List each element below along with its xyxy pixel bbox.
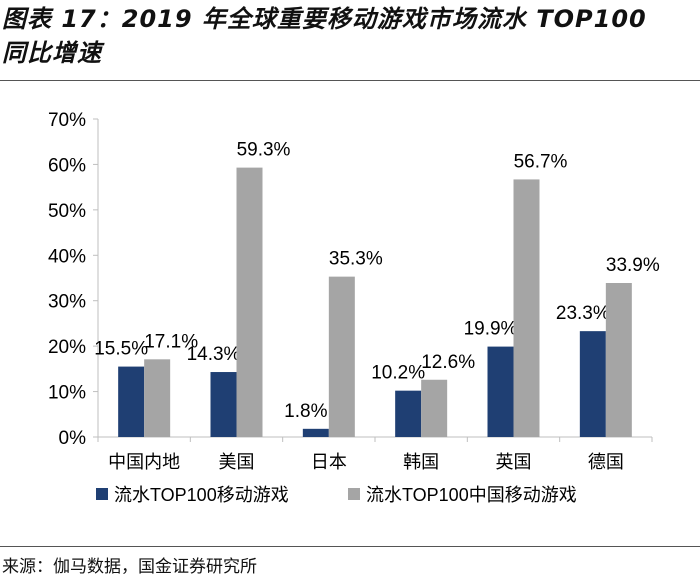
x-tick-label: 日本 [311, 452, 347, 472]
data-label: 12.6% [421, 352, 475, 373]
data-label: 33.9% [606, 255, 660, 276]
data-label: 10.2% [371, 363, 425, 384]
bar-top100-0 [118, 366, 145, 437]
data-label: 17.1% [144, 331, 198, 352]
bar-chart: 0% 10% 20% 30% 40% 50% 60% 70% 15.5%17.1% 中国内地 14.… [48, 110, 660, 505]
top-divider [0, 80, 700, 81]
data-label: 35.3% [329, 249, 383, 270]
data-label: 59.3% [237, 140, 291, 161]
data-label: 23.3% [556, 303, 610, 324]
y-tick-label: 50% [48, 201, 86, 222]
bar-top100-1 [210, 372, 237, 437]
y-tick-label: 30% [48, 292, 86, 313]
legend-label-2: 流水TOP100中国移动游戏 [366, 485, 577, 505]
legend-label-1: 流水TOP100移动游戏 [114, 485, 289, 505]
x-tick-label: 英国 [496, 452, 532, 472]
y-tick-label: 40% [48, 246, 86, 267]
bar-top100-china-5 [605, 282, 632, 437]
bar-top100-china-4 [513, 179, 540, 438]
x-tick-label: 德国 [588, 452, 624, 472]
legend-swatch-1 [96, 488, 108, 500]
y-tick-label: 60% [48, 155, 86, 176]
bar-top100-china-3 [421, 379, 448, 437]
bar-top100-4 [487, 346, 514, 437]
bar-top100-2 [302, 428, 329, 437]
data-label: 19.9% [464, 319, 518, 340]
bar-top100-china-1 [236, 167, 263, 437]
data-label: 56.7% [514, 151, 568, 172]
y-tick-label: 20% [48, 337, 86, 358]
chart-title-line-1: 图表 17：2019 年全球重要移动游戏市场流水 TOP100 [2, 5, 647, 33]
chart-title: 图表 17：2019 年全球重要移动游戏市场流水 TOP100 同比增速 [2, 2, 698, 70]
chart-title-line-2: 同比增速 [2, 39, 102, 67]
x-tick-label: 韩国 [403, 452, 439, 472]
bottom-divider [0, 546, 700, 547]
data-label: 14.3% [187, 344, 241, 365]
bar-top100-china-2 [328, 276, 355, 437]
bar-top100-5 [579, 331, 606, 437]
y-tick-label: 70% [48, 110, 86, 131]
legend-swatch-2 [348, 488, 360, 500]
bar-top100-china-0 [144, 359, 171, 437]
x-tick-label: 美国 [219, 452, 255, 472]
source-note: 来源：伽马数据，国金证券研究所 [2, 557, 257, 577]
data-label: 15.5% [94, 339, 148, 360]
data-label: 1.8% [284, 401, 327, 422]
x-tick-label: 中国内地 [108, 452, 180, 472]
y-tick-label: 10% [48, 383, 86, 404]
y-tick-label: 0% [59, 428, 87, 449]
bar-top100-3 [395, 390, 422, 437]
